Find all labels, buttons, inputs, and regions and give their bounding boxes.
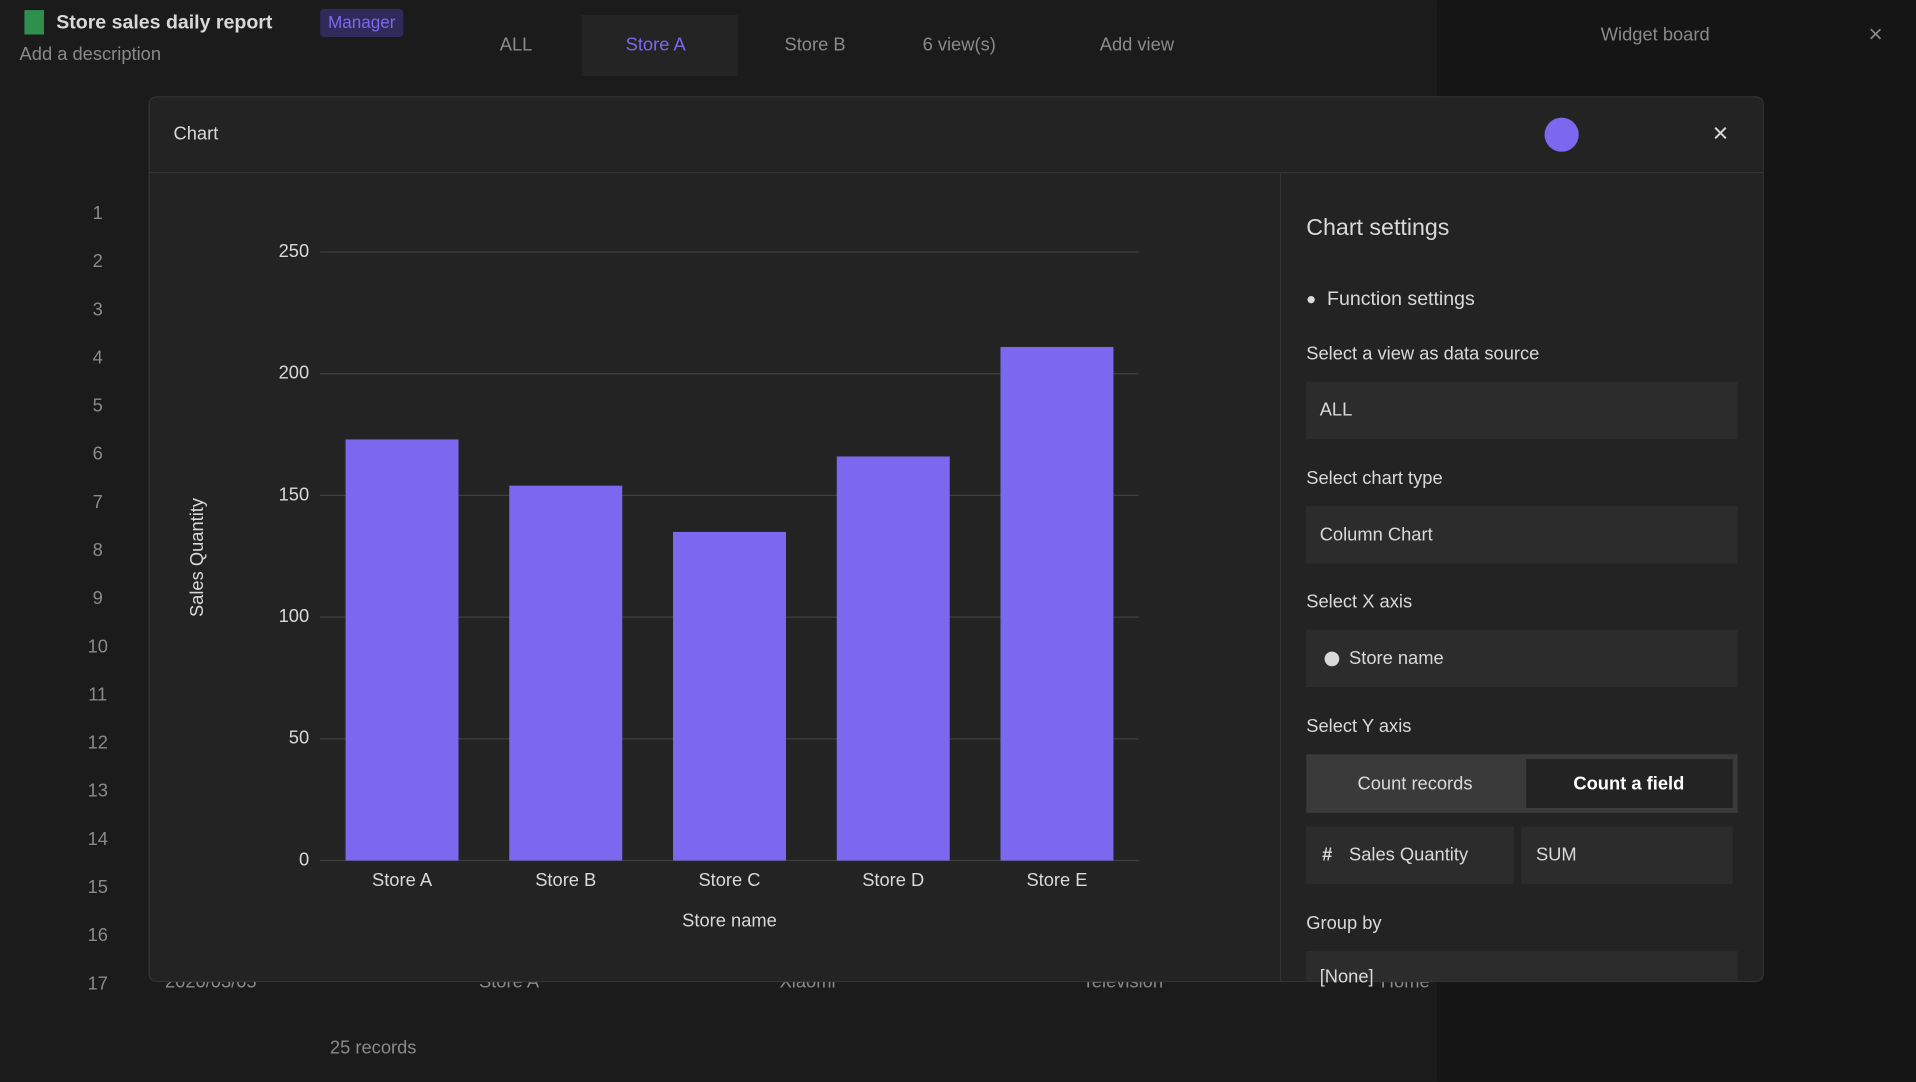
x-tick-label: Store A bbox=[372, 869, 433, 890]
x-tick-label: Store C bbox=[698, 869, 760, 890]
section-title: Function settings bbox=[1327, 288, 1475, 310]
row-number: 16 bbox=[88, 924, 108, 945]
bar bbox=[509, 485, 623, 861]
select-value: Sales Quantity bbox=[1349, 843, 1469, 864]
field-label: Group by bbox=[1306, 912, 1382, 933]
view-tab[interactable]: Store B bbox=[784, 33, 845, 54]
row-number: 4 bbox=[93, 346, 103, 367]
row-number: 8 bbox=[93, 539, 103, 560]
row-number: 15 bbox=[88, 876, 108, 897]
row-number: 7 bbox=[93, 491, 103, 512]
x-tick-label: Store B bbox=[535, 869, 596, 890]
y-axis-label: Sales Quantity bbox=[186, 497, 207, 617]
field-icon bbox=[1324, 651, 1340, 667]
field-icon: # bbox=[1322, 843, 1332, 864]
select-value: ALL bbox=[1320, 399, 1353, 420]
role: Manager bbox=[328, 13, 396, 32]
row-number: 11 bbox=[88, 683, 107, 704]
x-axis-label: Store name bbox=[682, 909, 777, 930]
y-tick-label: 250 bbox=[279, 240, 310, 261]
select[interactable] bbox=[1306, 506, 1738, 564]
app-icon bbox=[24, 10, 44, 35]
row-number: 3 bbox=[93, 298, 103, 319]
row-number: 14 bbox=[88, 828, 108, 849]
row-number: 2 bbox=[93, 250, 103, 271]
bullet bbox=[1307, 296, 1315, 304]
row-number: 10 bbox=[88, 635, 108, 656]
close-icon[interactable]: × bbox=[1869, 21, 1883, 48]
bar bbox=[673, 531, 786, 861]
y-tick-label: 200 bbox=[279, 362, 310, 383]
bar bbox=[836, 456, 950, 861]
active-tab bbox=[581, 14, 739, 77]
y-tick-label: 150 bbox=[279, 483, 310, 504]
segment-active bbox=[1526, 759, 1733, 808]
bar bbox=[345, 439, 459, 861]
sheet-title: Store sales daily report bbox=[56, 12, 273, 34]
select-value: Column Chart bbox=[1320, 523, 1433, 544]
field-label: Select X axis bbox=[1306, 591, 1412, 612]
record-count: 25 records bbox=[330, 1037, 417, 1058]
row-number: 6 bbox=[93, 443, 103, 464]
row-number: 1 bbox=[93, 202, 103, 223]
close-icon[interactable]: × bbox=[1713, 118, 1729, 148]
view-tab[interactable]: ALL bbox=[500, 33, 533, 54]
select[interactable] bbox=[1306, 826, 1514, 884]
add-view[interactable]: Add view bbox=[1100, 33, 1175, 54]
widget-board[interactable]: Widget board bbox=[1601, 24, 1710, 45]
role-badge bbox=[320, 8, 404, 37]
bar bbox=[1000, 346, 1114, 861]
field-label: Select chart type bbox=[1306, 467, 1442, 488]
segment[interactable]: Count a field bbox=[1573, 773, 1684, 794]
y-tick-label: 0 bbox=[299, 848, 309, 869]
y-tick-label: 100 bbox=[279, 605, 310, 626]
segment[interactable]: Count records bbox=[1357, 773, 1472, 794]
select[interactable] bbox=[1306, 950, 1738, 982]
field-label: Select Y axis bbox=[1306, 715, 1411, 736]
select[interactable] bbox=[1521, 826, 1733, 884]
view-tab[interactable]: Store A bbox=[626, 33, 687, 54]
field-label: Select a view as data source bbox=[1306, 342, 1539, 363]
select-value: Store name bbox=[1349, 647, 1444, 668]
select-value: [None] bbox=[1320, 966, 1374, 987]
row-number: 17 bbox=[88, 972, 108, 993]
description[interactable]: Add a description bbox=[20, 43, 162, 64]
view-count[interactable]: 6 view(s) bbox=[923, 33, 996, 54]
row-number: 9 bbox=[93, 587, 103, 608]
settings-title: Chart settings bbox=[1306, 214, 1449, 240]
row-number: 5 bbox=[93, 395, 103, 416]
row-number: 13 bbox=[88, 780, 108, 801]
settings-icon[interactable] bbox=[1544, 117, 1579, 152]
select[interactable] bbox=[1306, 629, 1738, 688]
y-tick-label: 50 bbox=[289, 727, 309, 748]
select[interactable] bbox=[1306, 381, 1738, 439]
dialog-title: Chart bbox=[174, 123, 219, 144]
x-tick-label: Store E bbox=[1026, 869, 1087, 890]
select-value: SUM bbox=[1536, 843, 1577, 864]
row-number: 12 bbox=[88, 732, 108, 753]
x-tick-label: Store D bbox=[862, 869, 924, 890]
